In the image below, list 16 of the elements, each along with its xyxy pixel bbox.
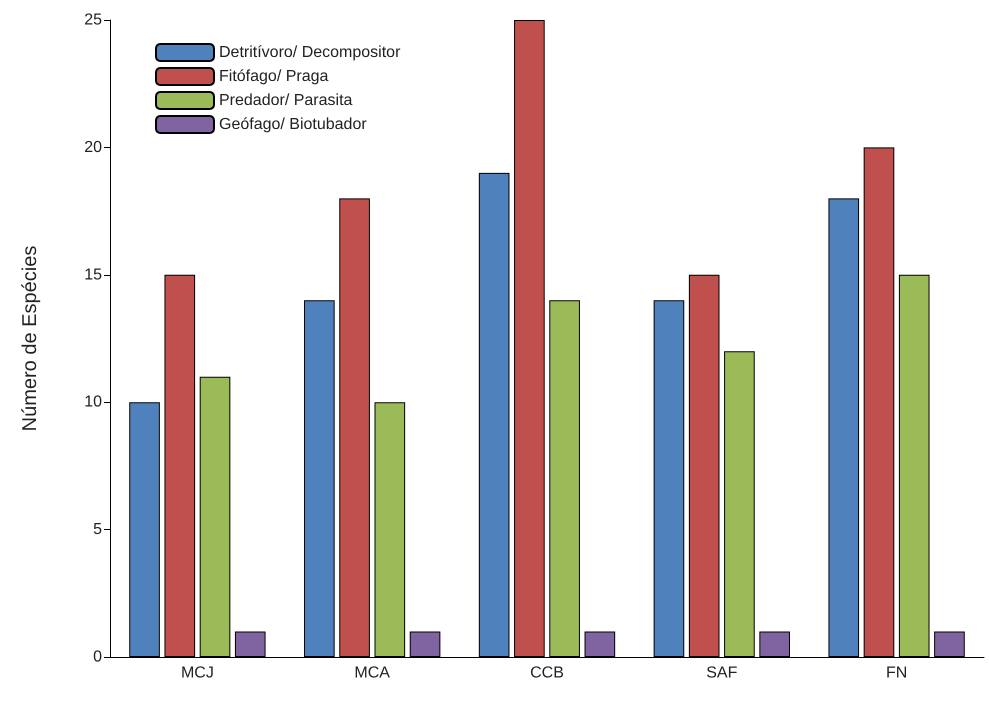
y-tick-label: 10	[84, 394, 102, 411]
legend-label: Predador/ Parasita	[219, 92, 353, 109]
x-tick-label: FN	[886, 664, 908, 682]
x-tick-label: MCA	[354, 664, 390, 682]
y-tick-label: 25	[84, 12, 102, 28]
legend-label: Geófago/ Biotubador	[219, 116, 368, 133]
y-tick-label: 5	[93, 521, 102, 538]
x-tick-label: CCB	[530, 664, 564, 682]
legend-label: Detritívoro/ Decompositor	[219, 44, 402, 61]
y-tick-label: 20	[84, 138, 102, 156]
x-tick-label: MCJ	[180, 664, 214, 682]
x-tick-label: SAF	[706, 664, 738, 682]
y-tick-label: 0	[93, 648, 102, 666]
y-axis-title: Número de Espécies	[19, 246, 41, 432]
legend-label: Fitófago/ Praga	[219, 68, 328, 85]
y-tick-label: 15	[84, 266, 102, 284]
